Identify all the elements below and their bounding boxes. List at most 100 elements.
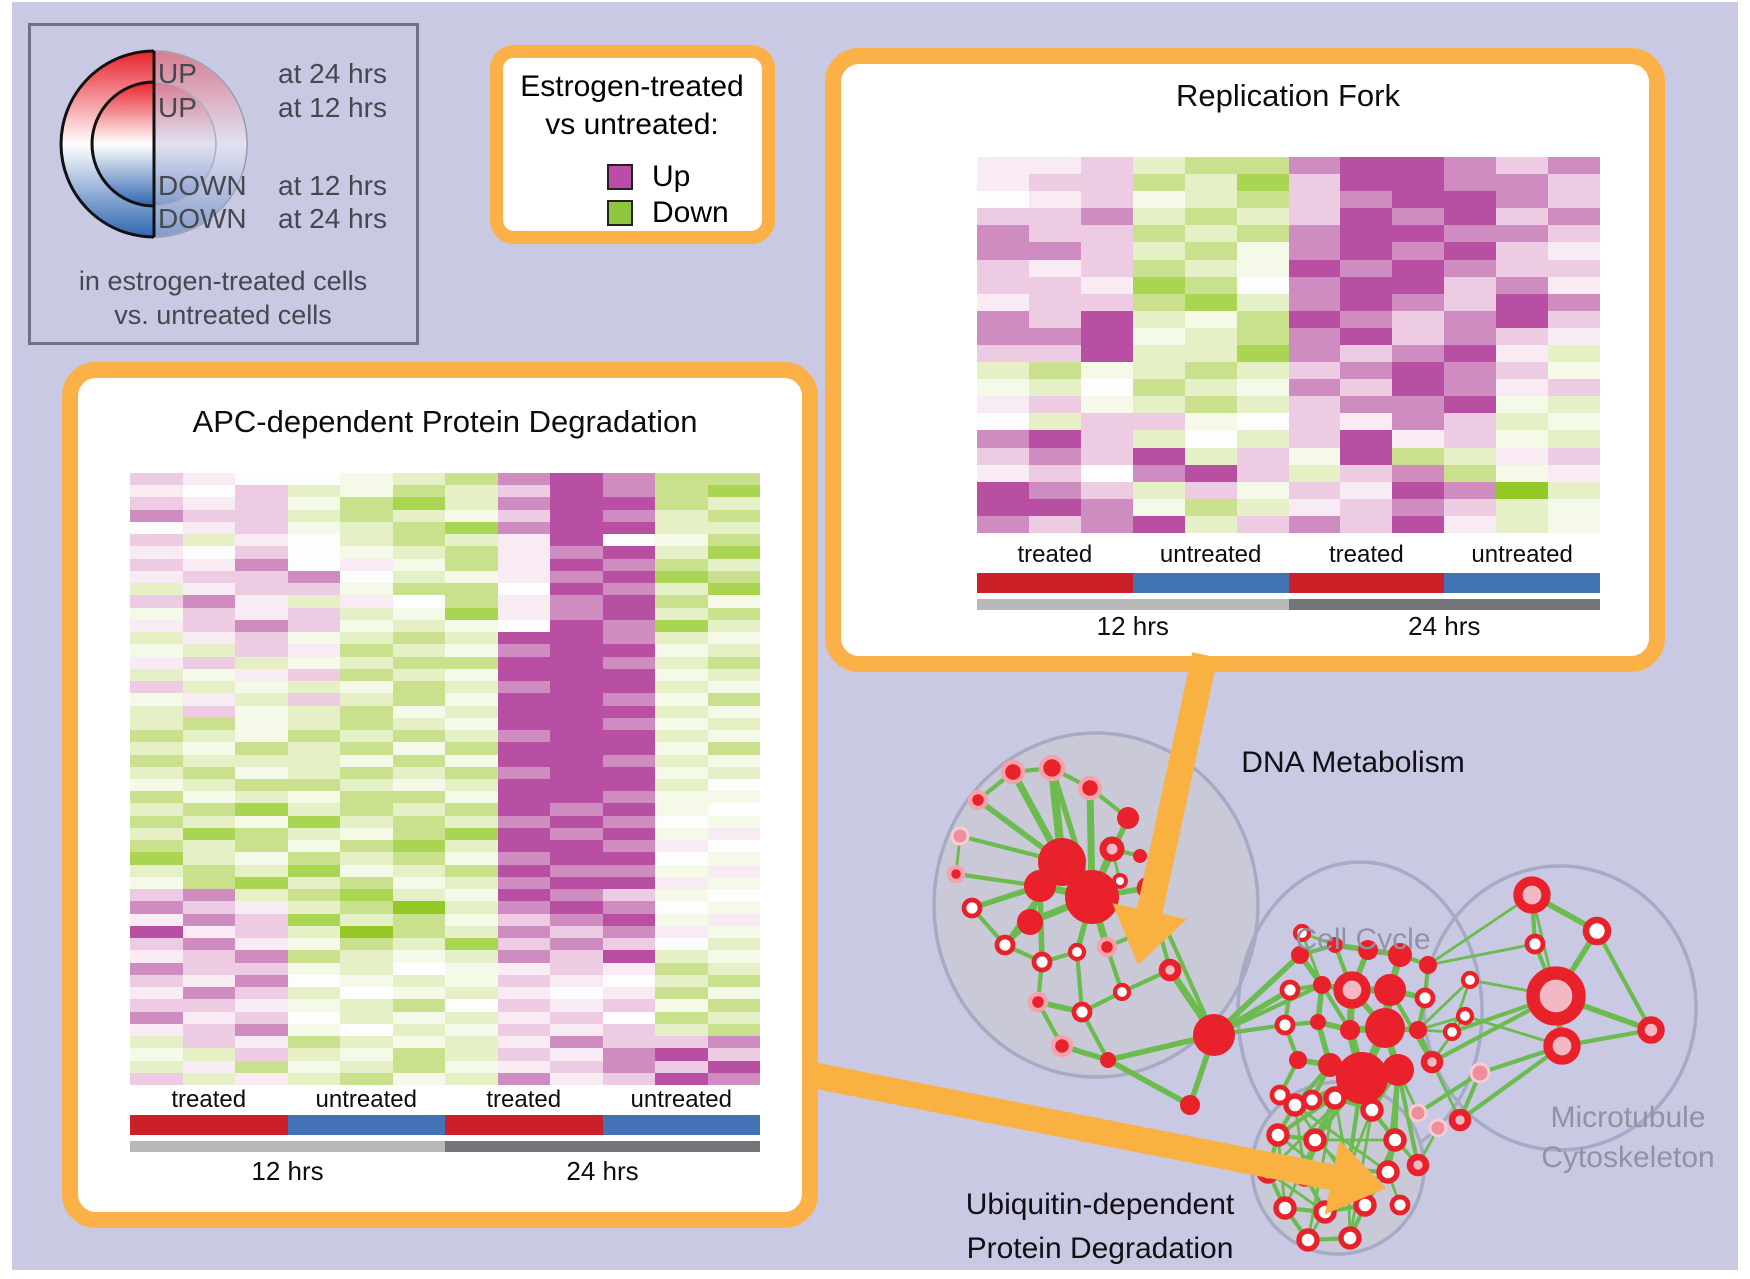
heatmap-cell — [340, 925, 393, 939]
heatmap-cell — [497, 950, 550, 963]
heatmap-cell — [497, 889, 550, 902]
heatmap-cell — [130, 950, 183, 963]
heatmap-cell — [392, 717, 445, 731]
heatmap-cell — [340, 840, 393, 853]
heatmap-cell — [655, 656, 708, 669]
heatmap-cell — [340, 913, 393, 926]
heatmap-cell — [287, 1048, 340, 1061]
heatmap-cell — [550, 1011, 603, 1024]
heatmap-cell — [340, 1023, 393, 1037]
heatmap-cell — [550, 570, 603, 584]
heatmap-cell — [655, 876, 708, 890]
heatmap-cell — [1444, 157, 1497, 175]
heatmap-cell — [130, 595, 183, 608]
heatmap-cell — [1132, 345, 1185, 363]
heatmap-cell — [1496, 447, 1549, 465]
heatmap-cell — [445, 705, 498, 718]
heatmap-cell — [497, 1060, 550, 1073]
heatmap-cell — [602, 815, 655, 828]
heatmap-cell — [1496, 208, 1549, 226]
heatmap-cell — [497, 717, 550, 731]
heatmap-cell — [550, 901, 603, 914]
heatmap-cell — [445, 913, 498, 926]
heatmap-cell — [550, 619, 603, 633]
heatmap-cell — [655, 485, 708, 498]
heatmap-cell — [1080, 430, 1133, 448]
heatmap-cell — [340, 815, 393, 828]
dna-metabolism-label: DNA Metabolism — [1241, 746, 1465, 779]
heatmap-cell — [1444, 242, 1497, 260]
heatmap-cell — [340, 570, 393, 584]
heatmap-cell — [655, 730, 708, 743]
heatmap-cell — [1236, 345, 1289, 363]
heatmap-cell — [1444, 396, 1497, 414]
heatmap-cell — [392, 644, 445, 657]
condition-bar-untreated — [602, 1115, 760, 1135]
heatmap-cell — [392, 864, 445, 877]
heatmap-cell — [602, 876, 655, 890]
heatmap-cell — [497, 1072, 550, 1085]
heatmap-cell — [287, 570, 340, 584]
heatmap-cell — [130, 668, 183, 682]
heatmap-cell — [130, 876, 183, 890]
heatmap-cell — [707, 693, 760, 706]
heatmap-cell — [655, 864, 708, 877]
heatmap-cell — [707, 876, 760, 890]
heatmap-cell — [340, 1072, 393, 1085]
heatmap-cell — [392, 1023, 445, 1037]
heatmap-cell — [130, 1036, 183, 1049]
heatmap-cell — [1340, 225, 1393, 243]
heatmap-cell — [602, 546, 655, 559]
heatmap-cell — [182, 668, 235, 682]
heatmap-cell — [1184, 498, 1237, 516]
heatmap-cell — [1028, 174, 1081, 192]
heatmap-cell — [340, 546, 393, 559]
heatmap-cell — [977, 464, 1029, 482]
heatmap-cell — [655, 705, 708, 718]
heatmap-cell — [182, 742, 235, 755]
heatmap-cell — [235, 1072, 288, 1085]
heatmap-cell — [1132, 430, 1185, 448]
heatmap-cell — [602, 595, 655, 608]
heatmap-cell — [1340, 345, 1393, 363]
heatmap-cell — [1496, 413, 1549, 431]
legend-key-box — [28, 23, 419, 345]
heatmap-cell — [550, 962, 603, 975]
heatmap-cell — [1028, 293, 1081, 311]
heatmap-cell — [655, 570, 708, 584]
heatmap-cell — [1028, 413, 1081, 431]
heatmap-cell — [1236, 276, 1289, 294]
heatmap-cell — [707, 558, 760, 571]
heatmap-cell — [235, 901, 288, 914]
heatmap-cell — [340, 754, 393, 767]
heatmap-cell — [1132, 362, 1185, 380]
heatmap-cell — [1496, 259, 1549, 277]
condition-bar-untreated — [1132, 573, 1289, 593]
heatmap-cell — [1340, 464, 1393, 482]
heatmap-cell — [130, 766, 183, 779]
heatmap-cell — [445, 546, 498, 559]
heatmap-cell — [1080, 362, 1133, 380]
heatmap-cell — [1080, 276, 1133, 294]
heatmap-cell — [287, 509, 340, 522]
heatmap-cell — [1080, 327, 1133, 345]
heatmap-cell — [340, 791, 393, 804]
heatmap-cell — [1392, 345, 1445, 363]
heatmap-cell — [235, 950, 288, 963]
heatmap-cell — [1444, 498, 1497, 516]
heatmap-cell — [707, 583, 760, 596]
heatmap-cell — [130, 852, 183, 865]
heatmap-cell — [497, 864, 550, 877]
heatmap-cell — [1288, 430, 1341, 448]
heatmap-cell — [1392, 225, 1445, 243]
heatmap-cell — [977, 481, 1029, 499]
heatmap-cell — [445, 987, 498, 1000]
heatmap-cell — [1080, 379, 1133, 397]
heatmap-cell — [182, 705, 235, 718]
heatmap-cell — [445, 485, 498, 498]
heatmap-cell — [1444, 208, 1497, 226]
heatmap-cell — [550, 876, 603, 890]
legend-up-swatch — [607, 164, 633, 190]
heatmap-cell — [182, 938, 235, 951]
heatmap-cell — [550, 852, 603, 865]
